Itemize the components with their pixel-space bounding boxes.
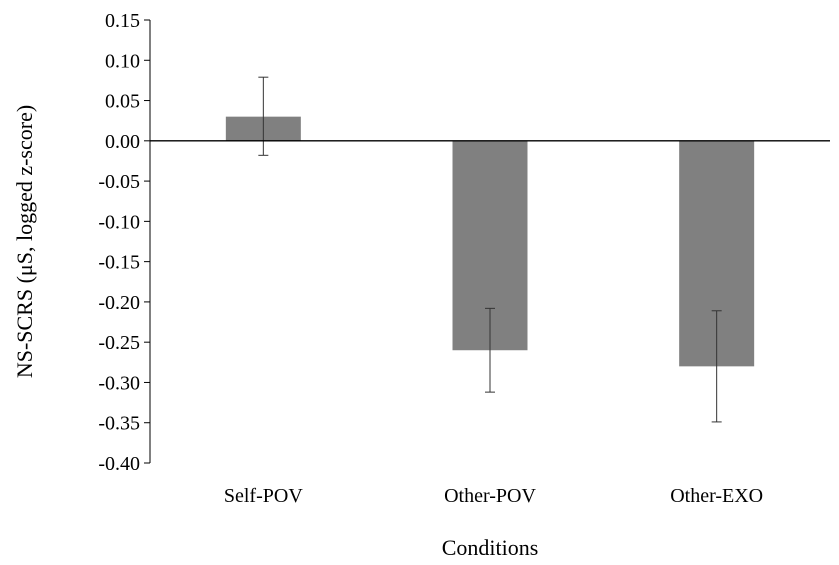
y-axis-title: NS-SCRS (μS, logged z-score) — [12, 105, 37, 378]
x-tick-label: Other-EXO — [670, 485, 763, 507]
y-tick-label: 0.15 — [105, 10, 140, 32]
y-tick-label: 0.10 — [105, 50, 140, 72]
y-tick-label: -0.20 — [98, 292, 140, 314]
x-axis-title: Conditions — [442, 535, 539, 560]
x-tick-label: Other-POV — [444, 485, 536, 507]
y-tick-label: -0.25 — [98, 332, 140, 354]
y-tick-label: 0.05 — [105, 91, 140, 113]
x-axis-tick-labels: Self-POV Other-POV Other-EXO — [224, 485, 763, 507]
y-tick-label: -0.30 — [98, 372, 140, 394]
y-tick-label: -0.15 — [98, 252, 140, 274]
y-tick-label: -0.05 — [98, 171, 140, 193]
error-bars — [258, 76, 722, 423]
y-tick-label: -0.10 — [98, 211, 140, 233]
y-tick-label: -0.40 — [98, 453, 140, 475]
x-tick-label: Self-POV — [224, 485, 303, 507]
y-tick-label: 0.00 — [105, 131, 140, 153]
y-tick-label: -0.35 — [98, 413, 140, 435]
y-axis-ticks: 0.15 0.10 0.05 0.00 -0.05 -0.10 -0.15 -0.20 -0.2… — [98, 10, 150, 475]
